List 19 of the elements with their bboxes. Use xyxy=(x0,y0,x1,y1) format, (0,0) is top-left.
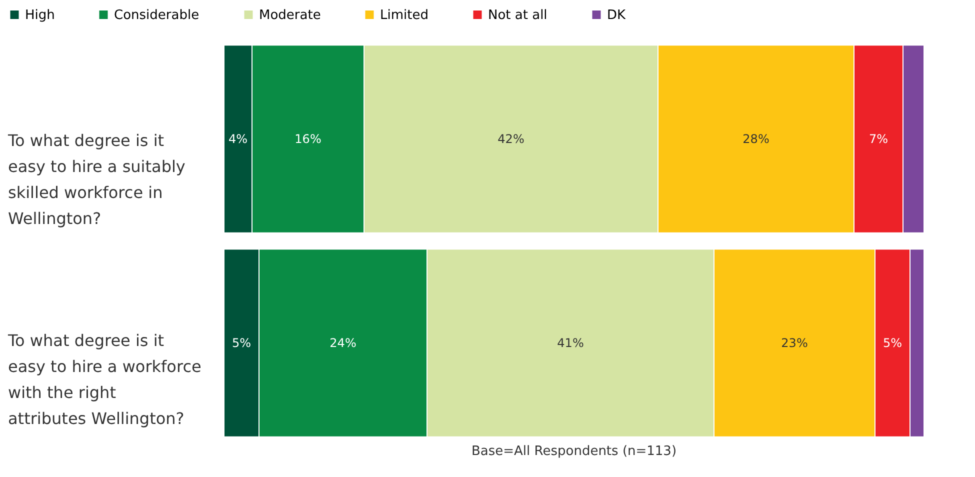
legend-label: High xyxy=(25,8,55,23)
data-label: 7% xyxy=(868,132,888,146)
data-label: 23% xyxy=(781,336,808,350)
y-tick-label: To what degree is it easy to hire a suitably skilled workforce in Wellington? xyxy=(7,131,186,228)
legend-label: DK xyxy=(607,8,626,23)
data-label: 5% xyxy=(882,336,902,350)
legend-label: Not at all xyxy=(488,8,548,23)
legend-label: Considerable xyxy=(114,8,200,23)
data-label: 42% xyxy=(498,132,524,146)
data-label: 16% xyxy=(294,132,322,146)
data-label: 5% xyxy=(232,336,252,350)
data-label: 24% xyxy=(330,336,356,350)
y-tick-label: To what degree is it easy to hire a workforce with the right attributes Wellington? xyxy=(7,331,202,428)
data-label: 41% xyxy=(557,336,584,350)
annotation: Base=All Respondents (n=113) xyxy=(471,444,677,459)
legend-label: Moderate xyxy=(259,8,321,23)
data-label: 28% xyxy=(742,132,770,146)
data-label: 4% xyxy=(228,132,248,146)
legend-label: Limited xyxy=(380,8,428,23)
